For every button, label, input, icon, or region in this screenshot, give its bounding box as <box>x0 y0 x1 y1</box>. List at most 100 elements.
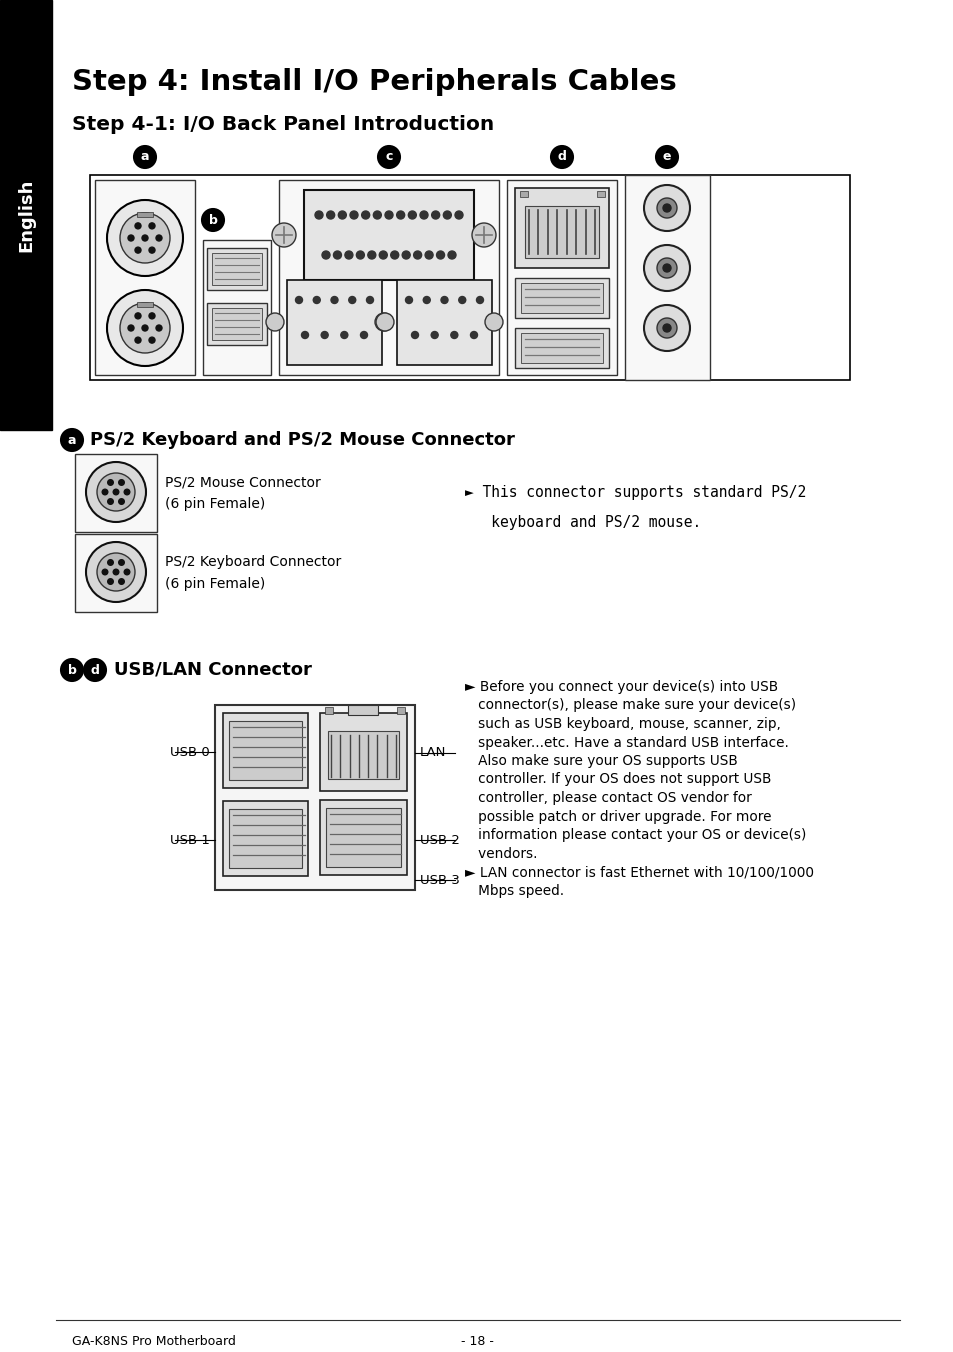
Text: (6 pin Female): (6 pin Female) <box>165 498 265 511</box>
Text: PS/2 Keyboard Connector: PS/2 Keyboard Connector <box>165 556 341 569</box>
Circle shape <box>385 211 393 219</box>
Bar <box>326 808 400 867</box>
Circle shape <box>373 211 381 219</box>
Bar <box>95 180 194 375</box>
Text: USB 0: USB 0 <box>170 745 210 758</box>
Circle shape <box>321 331 328 338</box>
Bar <box>520 333 602 362</box>
Circle shape <box>120 214 170 264</box>
Circle shape <box>102 569 108 575</box>
Circle shape <box>149 223 154 228</box>
Circle shape <box>451 331 457 338</box>
Circle shape <box>108 480 113 485</box>
Circle shape <box>128 324 133 331</box>
Circle shape <box>118 480 124 485</box>
Text: (6 pin Female): (6 pin Female) <box>165 577 265 591</box>
Circle shape <box>643 306 689 352</box>
Circle shape <box>124 569 130 575</box>
Circle shape <box>662 204 670 212</box>
Circle shape <box>662 264 670 272</box>
Text: LAN: LAN <box>419 746 446 760</box>
Text: Step 4-1: I/O Back Panel Introduction: Step 4-1: I/O Back Panel Introduction <box>71 115 494 134</box>
Circle shape <box>142 235 148 241</box>
Circle shape <box>396 211 404 219</box>
Circle shape <box>455 211 462 219</box>
Circle shape <box>86 462 146 522</box>
Bar <box>348 704 377 715</box>
Text: USB 2: USB 2 <box>419 833 459 846</box>
Circle shape <box>202 210 224 231</box>
Circle shape <box>107 200 183 276</box>
Circle shape <box>470 331 477 338</box>
Bar <box>229 808 302 868</box>
Circle shape <box>379 251 387 260</box>
Circle shape <box>86 542 146 602</box>
Circle shape <box>443 211 451 219</box>
Circle shape <box>135 223 141 228</box>
Circle shape <box>295 296 302 303</box>
Circle shape <box>411 331 418 338</box>
Circle shape <box>366 296 374 303</box>
Circle shape <box>149 337 154 343</box>
Bar <box>229 721 302 780</box>
Text: PS/2 Mouse Connector: PS/2 Mouse Connector <box>165 475 320 489</box>
Bar <box>287 280 381 365</box>
Bar <box>223 800 308 876</box>
Circle shape <box>113 489 119 495</box>
Circle shape <box>61 429 83 452</box>
Circle shape <box>340 331 348 338</box>
Bar <box>519 191 527 197</box>
Circle shape <box>313 296 320 303</box>
Bar <box>515 329 608 368</box>
Text: PS/2 Keyboard and PS/2 Mouse Connector: PS/2 Keyboard and PS/2 Mouse Connector <box>90 431 515 449</box>
Circle shape <box>419 211 428 219</box>
Text: d: d <box>91 664 99 676</box>
Text: b: b <box>68 664 76 676</box>
Circle shape <box>84 658 106 681</box>
Bar <box>223 713 308 788</box>
Circle shape <box>133 146 156 168</box>
Circle shape <box>662 324 670 333</box>
Circle shape <box>377 146 399 168</box>
Text: controller. If your OS does not support USB: controller. If your OS does not support … <box>464 772 771 787</box>
Bar <box>203 241 271 375</box>
Bar <box>75 454 157 531</box>
Text: information please contact your OS or device(s): information please contact your OS or de… <box>464 827 805 842</box>
Circle shape <box>656 146 678 168</box>
Circle shape <box>61 658 83 681</box>
Circle shape <box>657 318 677 338</box>
Bar <box>597 191 604 197</box>
Text: a: a <box>68 434 76 446</box>
Circle shape <box>326 211 335 219</box>
Text: USB 1: USB 1 <box>170 833 210 846</box>
Bar <box>396 707 405 714</box>
Text: Step 4: Install I/O Peripherals Cables: Step 4: Install I/O Peripherals Cables <box>71 68 676 96</box>
Circle shape <box>331 296 337 303</box>
Circle shape <box>408 211 416 219</box>
Bar <box>319 800 407 875</box>
Circle shape <box>113 569 119 575</box>
Bar <box>75 534 157 612</box>
Circle shape <box>431 331 437 338</box>
Text: keyboard and PS/2 mouse.: keyboard and PS/2 mouse. <box>464 515 700 530</box>
Bar <box>624 174 709 380</box>
Circle shape <box>314 211 323 219</box>
Circle shape <box>135 312 141 319</box>
Text: d: d <box>557 150 566 164</box>
Circle shape <box>156 324 162 331</box>
Circle shape <box>361 211 369 219</box>
Bar <box>212 253 262 285</box>
Text: GA-K8NS Pro Motherboard: GA-K8NS Pro Motherboard <box>71 1334 235 1348</box>
Circle shape <box>368 251 375 260</box>
Bar <box>90 174 849 380</box>
Circle shape <box>458 296 465 303</box>
Text: USB/LAN Connector: USB/LAN Connector <box>113 661 312 679</box>
Circle shape <box>350 211 357 219</box>
Circle shape <box>414 251 421 260</box>
Text: c: c <box>385 150 393 164</box>
Bar <box>137 301 152 307</box>
Circle shape <box>356 251 364 260</box>
Bar <box>278 180 498 375</box>
Text: such as USB keyboard, mouse, scanner, zip,: such as USB keyboard, mouse, scanner, zi… <box>464 717 781 731</box>
Circle shape <box>108 560 113 565</box>
